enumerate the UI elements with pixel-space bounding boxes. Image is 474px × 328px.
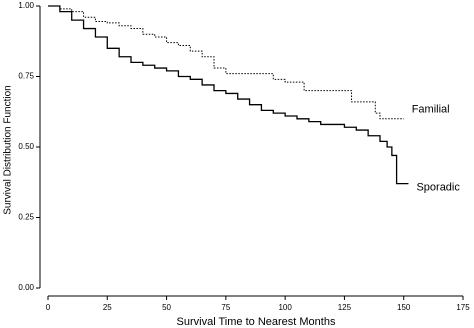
survival-line	[48, 5, 404, 120]
x-tick-label: 50	[162, 303, 171, 312]
y-tick-label: 0.25	[18, 213, 34, 222]
x-tick-label: 125	[338, 303, 352, 312]
x-tick-label: 100	[278, 303, 292, 312]
x-tick-label: 75	[221, 303, 230, 312]
y-tick-label: 0.75	[18, 72, 34, 81]
survival-line	[48, 5, 409, 185]
x-tick-label: 25	[103, 303, 112, 312]
series-label: Familial	[412, 104, 450, 116]
y-tick-label: 1.00	[18, 1, 34, 10]
y-axis-label: Survival Distribution Function	[3, 85, 14, 215]
x-tick-label: 150	[397, 303, 411, 312]
x-axis-label: Survival Time to Nearest Months	[177, 316, 336, 328]
series-label: Sporadic	[416, 182, 460, 194]
x-tick-label: 0	[46, 303, 51, 312]
x-tick-label: 175	[456, 303, 470, 312]
y-tick-label: 0.50	[18, 142, 34, 151]
y-tick-label: 0.00	[18, 283, 34, 292]
